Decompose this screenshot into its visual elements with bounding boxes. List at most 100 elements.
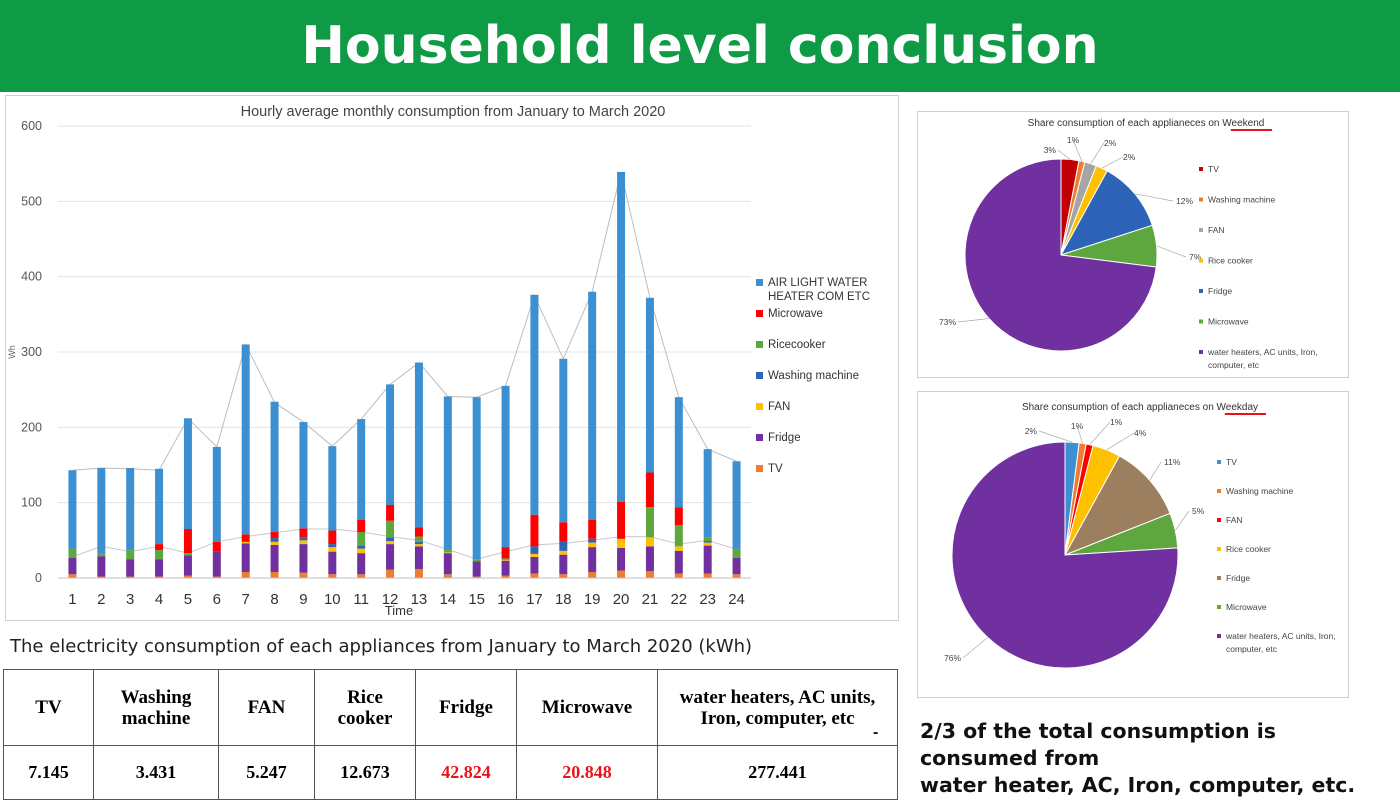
bar-segment	[472, 561, 481, 577]
x-tick-label: 7	[242, 591, 250, 608]
bar-segment	[386, 537, 395, 542]
leader-line	[962, 637, 988, 659]
table-header-cell: TV	[3, 669, 94, 746]
legend-label: Washing machine	[1208, 195, 1276, 205]
page-title: Household level conclusion	[301, 16, 1099, 76]
bar-segment	[386, 544, 395, 570]
x-tick-label: 10	[324, 591, 341, 608]
x-tick-label: 8	[270, 591, 278, 608]
bar-segment	[501, 559, 510, 561]
pie-value-label: 1%	[1067, 135, 1080, 145]
bar-segment	[328, 551, 337, 575]
x-tick-label: 6	[213, 591, 221, 608]
x-tick-label: 1	[68, 591, 76, 608]
legend-swatch	[1217, 518, 1221, 522]
leader-line	[1156, 245, 1187, 258]
bar-segment	[588, 291, 597, 520]
bar-segment	[588, 519, 597, 539]
bar-segment	[645, 546, 654, 572]
leader-line	[1106, 432, 1135, 451]
bar-segment	[732, 461, 741, 549]
bar-segment	[414, 568, 423, 578]
pie-value-label: 7%	[1189, 252, 1202, 262]
table-header-cell: Fridge	[415, 669, 517, 746]
bar-segment	[241, 543, 250, 572]
weekday-pie-chart: Share consumption of each applianeces on…	[944, 402, 1336, 669]
bar-segment	[299, 540, 308, 545]
table-cell: 12.673	[314, 745, 416, 800]
pie-slice	[951, 441, 1179, 669]
bar-segment	[501, 547, 510, 559]
bar-segment	[97, 468, 106, 554]
bar-segment	[703, 449, 712, 538]
table-cell: 5.247	[218, 745, 315, 800]
legend-label: Ricecooker	[768, 339, 826, 351]
bar-segment	[674, 546, 683, 551]
bar-segment	[328, 530, 337, 545]
bar-segment	[414, 541, 423, 545]
pie-value-label: 76%	[944, 653, 961, 663]
y-tick-label: 600	[21, 119, 42, 133]
bar-segment	[155, 550, 164, 560]
bar-segment	[97, 556, 106, 577]
bar-segment	[674, 525, 683, 547]
legend-label: Washing machine	[768, 370, 859, 382]
header-line: water heaters, AC units,	[679, 686, 876, 708]
legend-swatch	[756, 341, 763, 348]
conclusion-line: water heater, AC, Iron, computer, etc.	[920, 773, 1356, 797]
legend-label: Microwave	[1208, 317, 1249, 327]
bar-segment	[357, 419, 366, 520]
legend-label: AIR LIGHT WATER	[768, 277, 867, 289]
weekend-pie-panel: Share consumption of each applianeces on…	[917, 111, 1349, 378]
legend-swatch	[756, 434, 763, 441]
bar-segment	[674, 573, 683, 578]
bar-segment	[68, 548, 77, 558]
table-cell: 20.848	[516, 745, 658, 800]
header-line: Washing	[120, 686, 192, 708]
bar-chart-panel: Hourly average monthly consumption from …	[5, 95, 899, 621]
leader-line	[1134, 193, 1174, 202]
bar-segment	[443, 550, 452, 553]
x-tick-label: 4	[155, 591, 163, 608]
bar-segment	[674, 397, 683, 508]
bar-segment	[530, 556, 539, 574]
bar-segment	[732, 557, 741, 575]
legend-swatch	[1199, 167, 1203, 171]
y-tick-label: 400	[21, 270, 42, 284]
x-tick-label: 22	[670, 591, 687, 608]
pie-title: Share consumption of each applianeces on…	[1022, 402, 1258, 413]
x-tick-label: 20	[613, 591, 630, 608]
stray-dash: -	[873, 724, 879, 741]
total-line	[72, 171, 737, 471]
legend-swatch	[1217, 605, 1221, 609]
legend-label: Rice cooker	[1226, 544, 1271, 554]
bar-segment	[501, 560, 510, 576]
table-header-cell: Rice cooker	[314, 669, 416, 746]
pie-value-label: 1%	[1071, 421, 1084, 431]
pie-value-label: 11%	[1164, 457, 1181, 467]
bar-segment	[212, 576, 221, 578]
bar-segment	[559, 574, 568, 578]
bar-segment	[588, 542, 597, 548]
bar-segment	[270, 541, 279, 545]
pie-slice	[1063, 455, 1171, 556]
pie-value-label: 12%	[1176, 196, 1193, 206]
bar-segment	[617, 501, 626, 539]
bar-segment	[559, 522, 568, 542]
bar-segment	[299, 572, 308, 578]
bar-segment	[703, 541, 712, 543]
header-line: Iron, computer, etc	[700, 707, 855, 729]
bar-segment	[357, 532, 366, 546]
table-value-row: 7.145 3.431 5.247 12.673 42.824 20.848 2…	[3, 745, 898, 800]
bar-segment	[530, 573, 539, 578]
bar-segment	[674, 550, 683, 574]
bar-segment	[472, 559, 481, 562]
bar-segment	[414, 362, 423, 528]
x-tick-label: 19	[584, 591, 601, 608]
legend-swatch	[1217, 634, 1221, 638]
bar-segment	[357, 519, 366, 533]
bar-segment	[703, 537, 712, 542]
x-tick-label: 15	[468, 591, 485, 608]
weekday-pie-panel: Share consumption of each applianeces on…	[917, 391, 1349, 698]
bar-segment	[241, 571, 250, 578]
